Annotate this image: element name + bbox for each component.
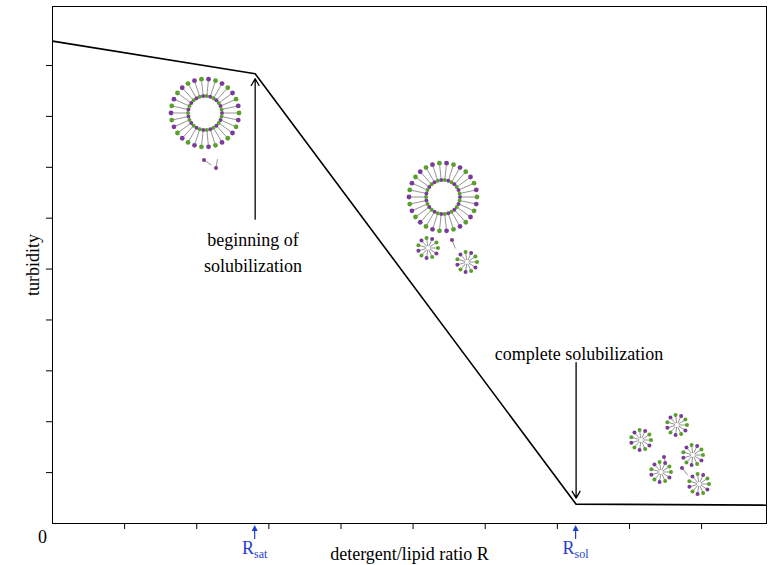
svg-text:Rsol: Rsol xyxy=(563,538,590,561)
svg-text:0: 0 xyxy=(38,527,47,547)
svg-text:complete solubilization: complete solubilization xyxy=(495,344,663,364)
svg-text:turbidity: turbidity xyxy=(23,234,43,296)
svg-text:beginning ofsolubilization: beginning ofsolubilization xyxy=(204,230,302,276)
svg-text:detergent/lipid ratio R: detergent/lipid ratio R xyxy=(330,544,489,564)
svg-text:Rsat: Rsat xyxy=(242,538,268,561)
